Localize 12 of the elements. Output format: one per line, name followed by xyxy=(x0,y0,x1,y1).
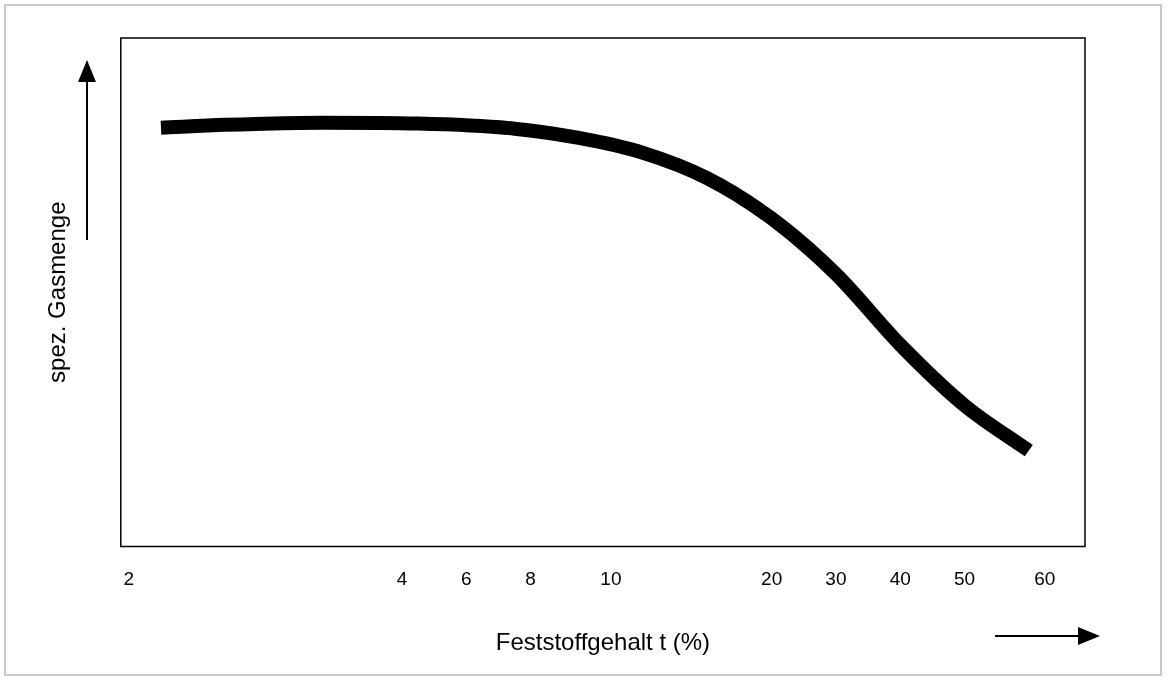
x-tick-label: 60 xyxy=(1034,568,1056,590)
y-axis-title: spez. Gasmenge xyxy=(43,201,71,383)
x-tick-label: 4 xyxy=(396,568,408,590)
x-tick-label: 50 xyxy=(953,568,976,590)
x-axis-title: Feststoffgehalt t (%) xyxy=(495,628,711,656)
x-tick-label: 2 xyxy=(123,568,135,590)
x-tick-label: 40 xyxy=(889,568,911,590)
x-tick-label: 20 xyxy=(761,568,783,590)
x-tick-label: 8 xyxy=(525,568,536,590)
x-tick-label: 10 xyxy=(600,568,622,590)
x-tick-label: 6 xyxy=(461,568,472,590)
x-tick-label: 30 xyxy=(825,568,847,590)
